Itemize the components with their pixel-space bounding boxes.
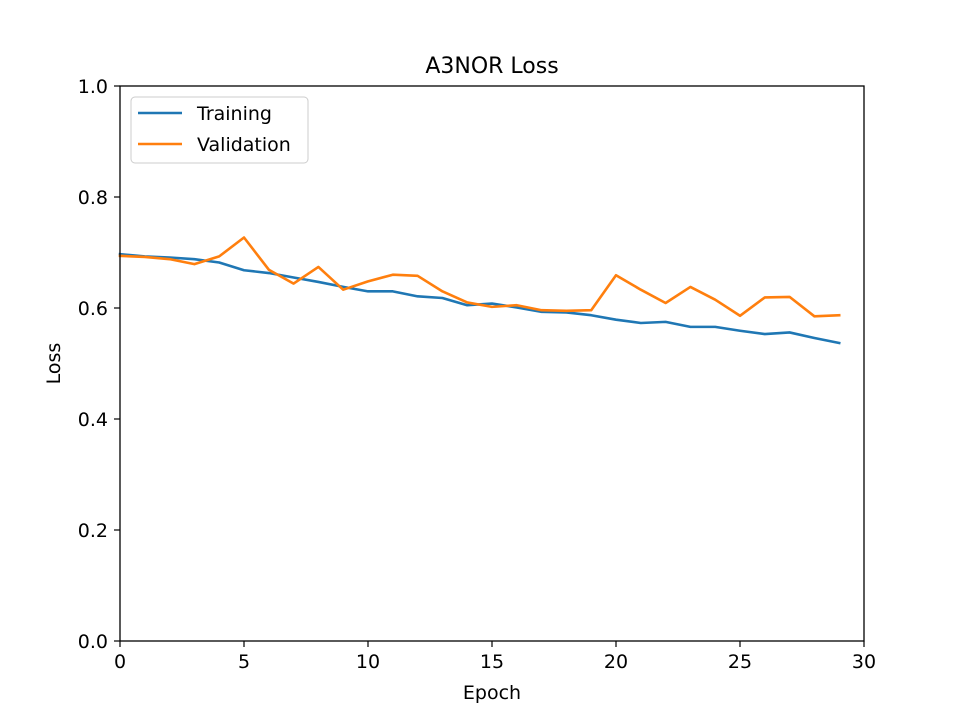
plot-area xyxy=(118,236,841,345)
x-tick-label: 10 xyxy=(356,651,380,673)
x-tick-label: 20 xyxy=(604,651,628,673)
y-tick-label: 0.2 xyxy=(78,520,108,542)
x-tick-label: 0 xyxy=(114,651,126,673)
series-line-validation xyxy=(118,236,841,318)
x-tick-label: 30 xyxy=(852,651,876,673)
chart-title: A3NOR Loss xyxy=(425,54,558,79)
legend-label-validation: Validation xyxy=(197,134,291,156)
y-tick-label: 0.6 xyxy=(78,298,108,320)
y-tick-label: 1.0 xyxy=(78,76,108,98)
y-axis-label: Loss xyxy=(43,343,65,385)
y-tick-label: 0.4 xyxy=(78,409,108,431)
y-tick-label: 0.8 xyxy=(78,187,108,209)
x-tick-label: 25 xyxy=(728,651,752,673)
axis-ticks: 0 5 10 15 20 25 30 0.0 0.2 0.4 0.6 0.8 1.0 xyxy=(78,76,876,673)
x-tick-label: 5 xyxy=(238,651,250,673)
series-line-training xyxy=(118,252,841,345)
legend: Training Validation xyxy=(130,96,309,164)
legend-label-training: Training xyxy=(196,103,272,125)
x-axis-label: Epoch xyxy=(463,682,521,704)
y-tick-label: 0.0 xyxy=(78,631,108,653)
x-tick-label: 15 xyxy=(480,651,504,673)
plot-frame xyxy=(119,85,865,642)
